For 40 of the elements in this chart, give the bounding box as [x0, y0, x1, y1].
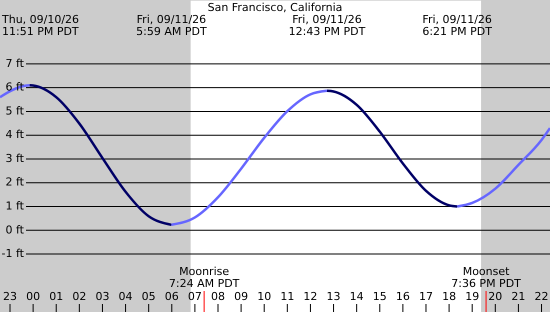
x-tick-label: 16 — [396, 290, 410, 303]
x-tick-label: 01 — [49, 290, 64, 303]
x-tick-label: 20 — [488, 290, 502, 303]
x-tick-label: 21 — [511, 290, 526, 303]
x-tick-label: 23 — [3, 290, 18, 303]
ref-line-label: Moonset 7:36 PM PDT — [451, 265, 522, 290]
x-tick-label: 00 — [26, 290, 40, 303]
chart-title: San Francisco, California — [208, 1, 342, 14]
x-tick-label: 05 — [142, 290, 156, 303]
y-tick-label: 1 ft — [6, 199, 25, 212]
x-tick-label: 09 — [234, 290, 248, 303]
y-tick-label: 5 ft — [6, 104, 25, 118]
ref-line-label: Moonrise 7:24 AM PDT — [168, 265, 240, 290]
x-tick-label: 18 — [442, 290, 456, 303]
x-tick-label: 13 — [326, 290, 341, 303]
x-tick-label: 10 — [257, 290, 272, 303]
y-tick-label: 0 ft — [6, 223, 25, 236]
y-tick-label: 3 ft — [6, 152, 25, 165]
x-tick-label: 02 — [72, 290, 86, 303]
x-tick-label: 03 — [95, 290, 110, 303]
y-tick-label: 2 ft — [6, 176, 25, 189]
x-tick-label: 15 — [372, 290, 387, 303]
x-tick-label: 17 — [418, 290, 433, 303]
y-tick-label: 6 ft — [6, 80, 25, 94]
annotation: Fri, 09/11/26 5:59 AM PDT — [136, 13, 207, 38]
x-tick-label: 04 — [118, 290, 133, 303]
x-tick-label: 22 — [534, 290, 549, 303]
x-tick-label: 12 — [303, 290, 318, 303]
y-tick-label: 4 ft — [6, 128, 25, 142]
x-tick-label: 19 — [465, 290, 480, 303]
x-tick-label: 14 — [350, 290, 364, 303]
annotation: Fri, 09/11/26 12:43 PM PDT — [288, 13, 366, 38]
y-tick-label: -1 ft — [2, 247, 25, 260]
x-tick-label: 06 — [164, 290, 179, 303]
x-tick-label: 11 — [280, 290, 294, 303]
x-tick-label: 07 — [188, 290, 202, 303]
x-tick-label: 08 — [210, 290, 225, 303]
annotation: Thu, 09/10/26 11:51 PM PDT — [1, 13, 80, 38]
y-tick-label: 7 ft — [6, 56, 25, 70]
annotation: Fri, 09/11/26 6:21 PM PDT — [422, 13, 492, 38]
